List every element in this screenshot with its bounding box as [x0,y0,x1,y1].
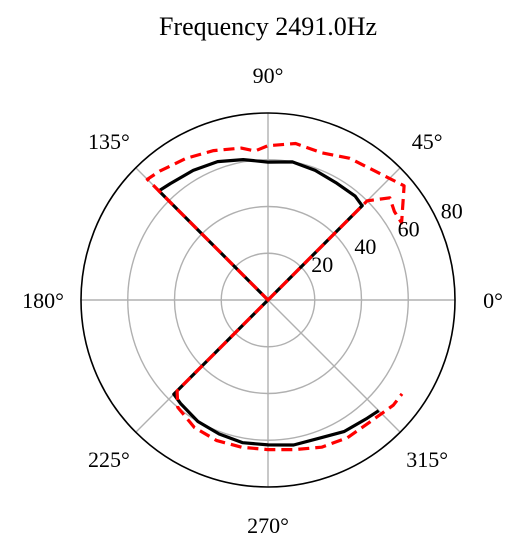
theta-tick-label: 135° [88,129,130,154]
tick-labels: 0° 45° 90° 135° 180° 225° 270° 315° 20 40 60 80 [22,63,503,538]
polar-boundary [80,112,456,488]
theta-tick-label: 90° [253,63,284,88]
series-1-line [157,158,380,447]
series-2-line [145,141,406,452]
series-layer [145,141,406,452]
theta-tick-label: 45° [412,129,443,154]
r-tick-label: 40 [354,234,376,259]
theta-gridline-315 [267,299,401,433]
r-tick-label: 60 [398,216,420,241]
theta-tick-label: 315° [406,447,448,472]
r-tick-label: 20 [311,252,333,277]
theta-tick-label: 180° [22,288,64,313]
theta-tick-label: 270° [247,513,289,538]
theta-tick-label: 0° [483,288,503,313]
r-tick-label: 80 [441,198,463,223]
chart-title: Frequency 2491.0Hz [159,12,377,41]
theta-tick-label: 225° [88,447,130,472]
